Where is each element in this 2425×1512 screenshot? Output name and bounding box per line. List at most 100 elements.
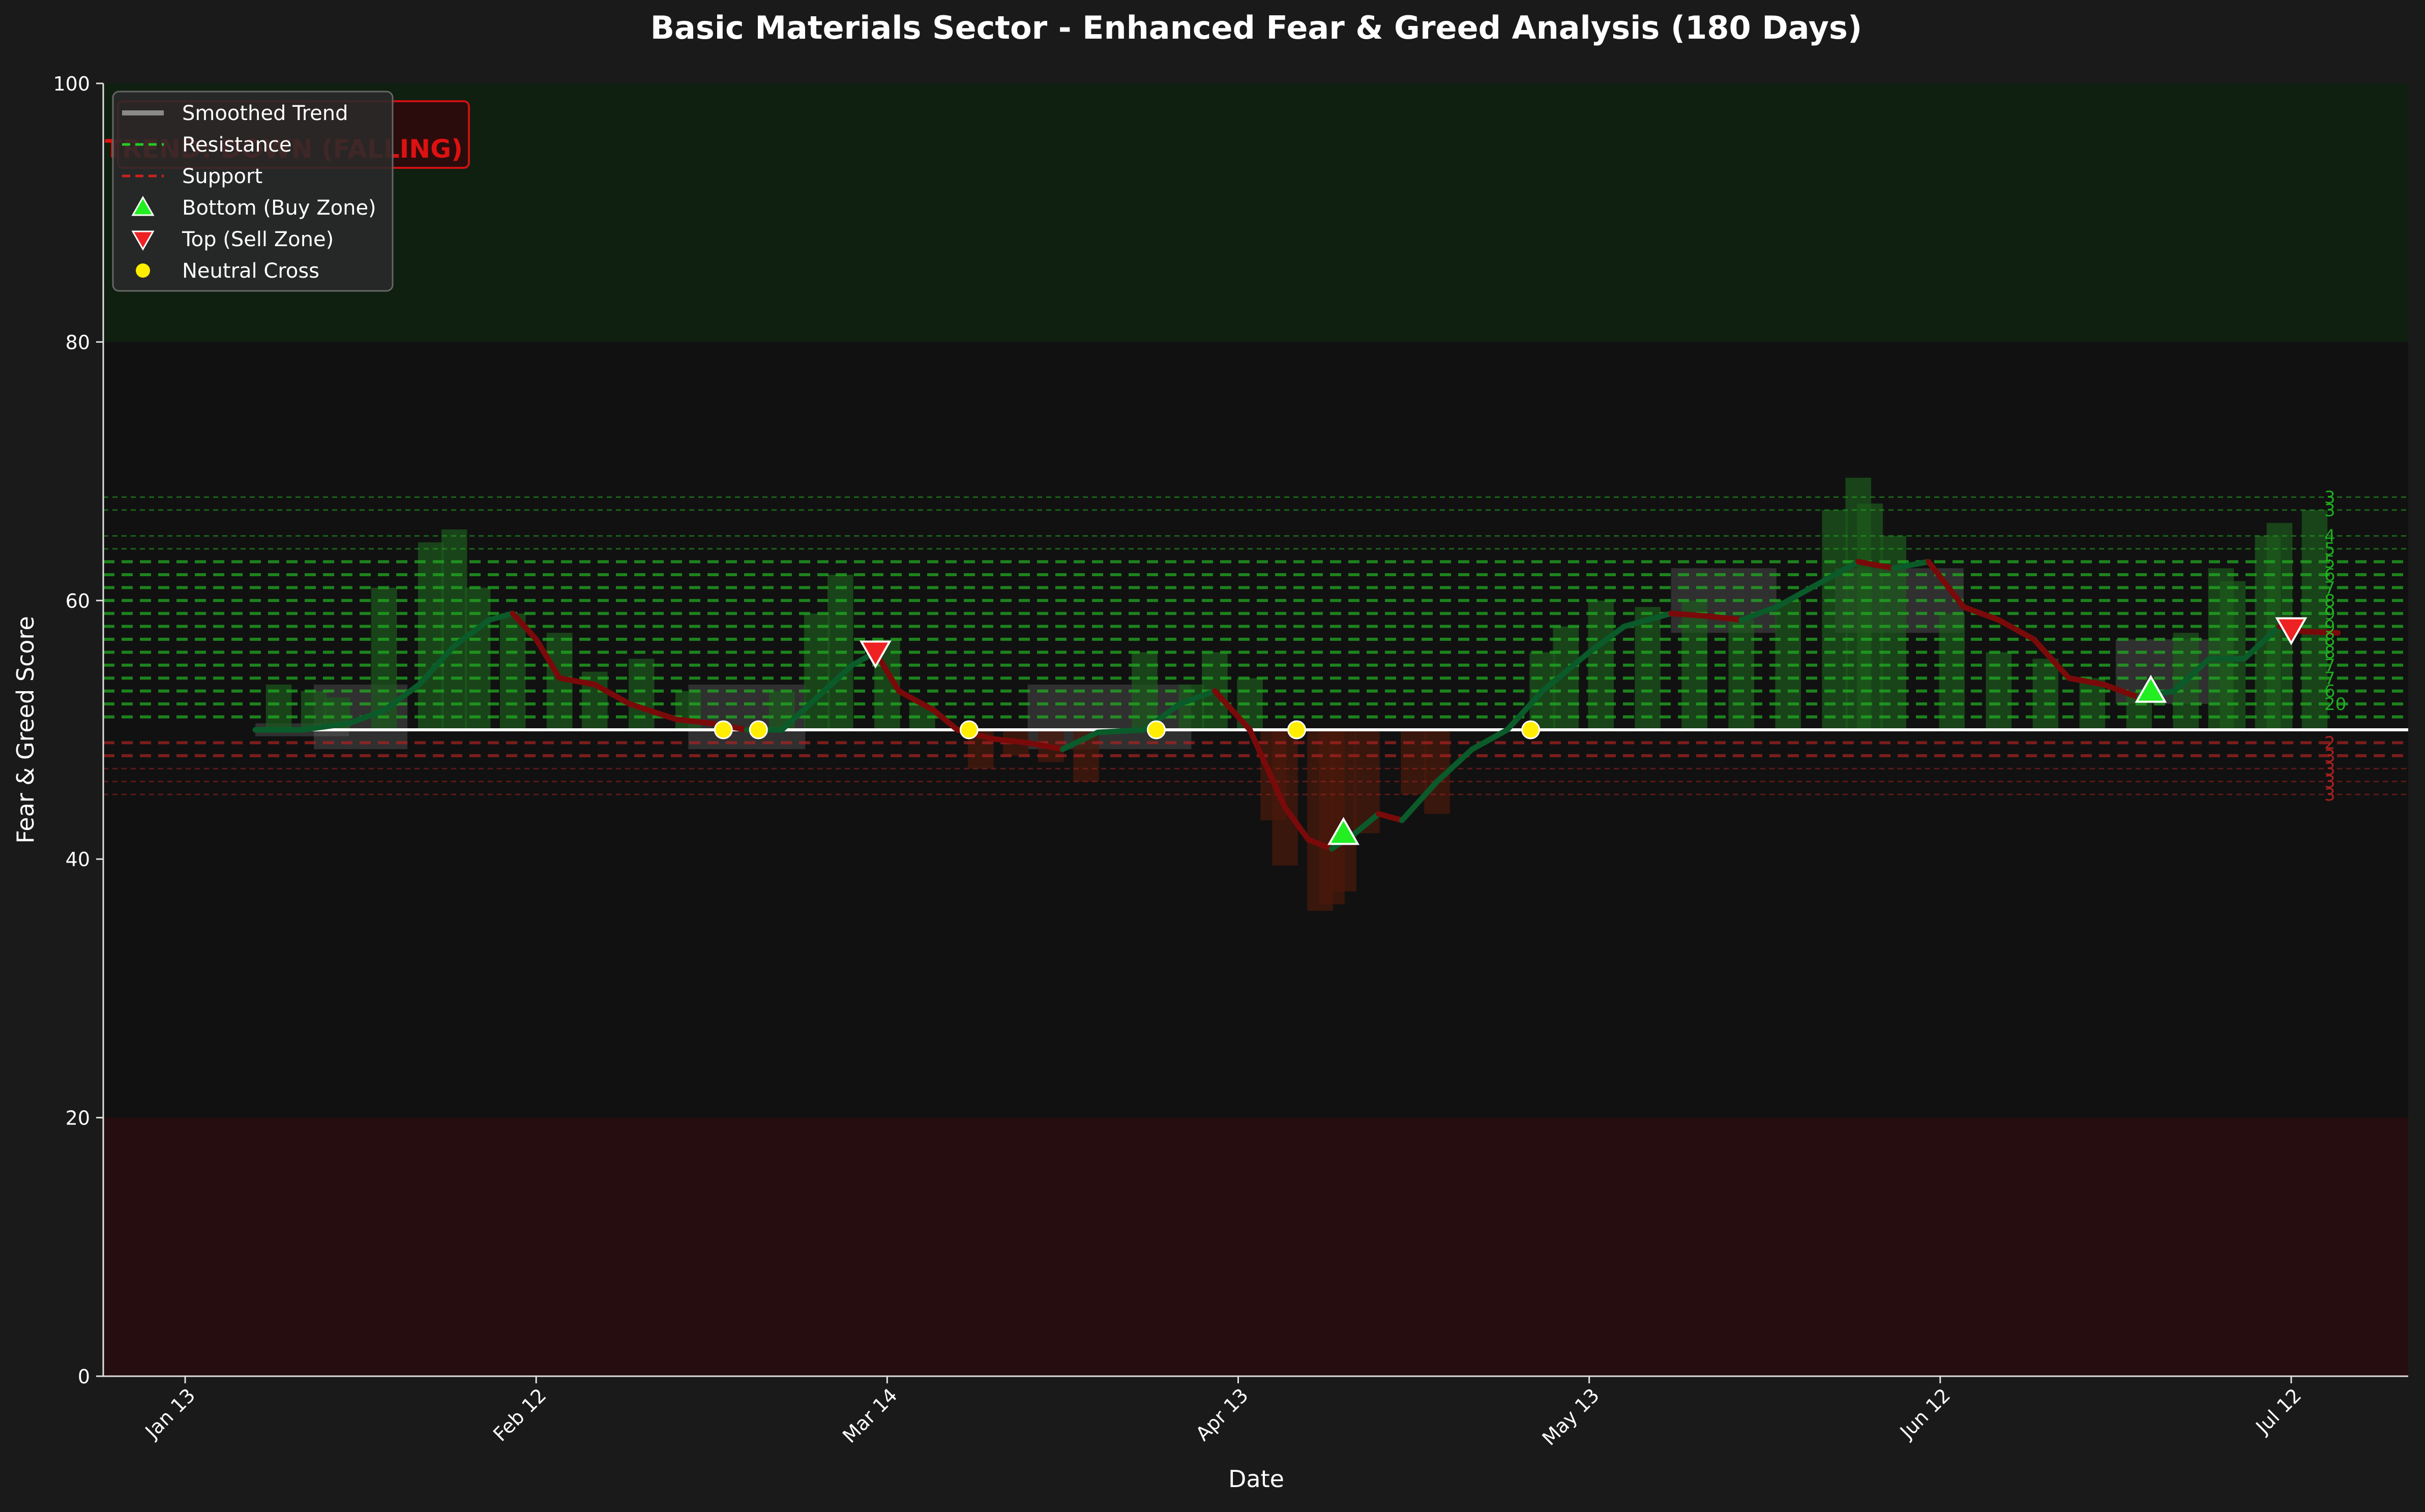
score-bar <box>464 587 491 730</box>
zone-fear <box>103 1117 2408 1376</box>
resistance-level-label: 7 <box>2324 578 2335 598</box>
resistance-level-label: 6 <box>2324 681 2335 702</box>
zone-greed <box>103 83 2408 342</box>
legend-label: Top (Sell Zone) <box>182 228 334 251</box>
resistance-level-label: 8 <box>2324 642 2335 663</box>
trend-segment <box>2066 675 2107 688</box>
trend-segment <box>1738 604 1780 623</box>
resistance-level-label: 6 <box>2324 565 2335 585</box>
trend-segment <box>2241 624 2283 662</box>
legend-frame <box>112 91 394 292</box>
trend-segment <box>779 694 820 733</box>
trend-segment <box>896 688 937 714</box>
resistance-level-label: 8 <box>2324 591 2335 611</box>
trend-segment <box>1926 559 1967 610</box>
top-marker <box>859 640 892 669</box>
y-ticks: 0 20 40 60 80 100 <box>53 73 103 1388</box>
trend-segment <box>1211 688 1253 733</box>
score-bar <box>628 659 655 730</box>
trend-segment <box>1282 805 1312 843</box>
score-bar <box>418 542 444 730</box>
score-bar <box>1272 730 1298 866</box>
y-tick-label: 0 <box>78 1366 90 1388</box>
resistance-level-label: 5 <box>2324 552 2335 573</box>
neutral-cross-marker <box>959 720 979 739</box>
trend-segment <box>814 662 855 700</box>
x-axis-label: Date <box>1228 1465 1284 1493</box>
trend-segment <box>627 701 679 723</box>
trend-segment <box>2300 629 2341 636</box>
y-tick-label: 80 <box>66 331 90 353</box>
markers-layer <box>714 617 2308 845</box>
y-axis-label: Fear & Greed Score <box>12 616 39 843</box>
neutral-cross-marker <box>1287 720 1307 739</box>
trend-segment <box>486 610 516 623</box>
trend-segment <box>533 636 563 681</box>
trend-segment <box>673 717 715 726</box>
score-bar <box>1822 510 1848 730</box>
trend-segment <box>1586 624 1628 655</box>
resistance-level-label: 20 <box>2324 694 2346 715</box>
bottom-marker <box>2135 674 2167 703</box>
trend-segment <box>381 681 422 714</box>
legend-label: Support <box>182 165 262 188</box>
trend-segment <box>1855 559 1897 571</box>
score-bar <box>1728 619 1755 730</box>
resistance-level-label: 9 <box>2324 617 2335 637</box>
score-bar <box>2032 659 2059 730</box>
score-bar <box>499 613 526 730</box>
trend-segment <box>1621 610 1674 630</box>
y-tick-label: 60 <box>66 590 90 612</box>
resistance-level-label: 5 <box>2324 539 2335 559</box>
trend-segment <box>346 707 387 726</box>
legend-entries: Smoothed Trend Resistance Support Bottom (B… <box>122 102 376 283</box>
trend-segment <box>1961 604 2002 623</box>
trend-segment <box>1352 811 1382 836</box>
trend-segment <box>1059 729 1101 752</box>
resistance-level-label: 8 <box>2324 630 2335 650</box>
resistance-level-label: 7 <box>2324 656 2335 676</box>
trend-segment <box>592 681 633 707</box>
score-bar <box>2301 510 2328 730</box>
trend-segment <box>451 617 492 649</box>
zones-layer <box>103 83 2408 1376</box>
resistance-level-label: 4 <box>2324 526 2335 547</box>
trend-segment <box>989 736 1030 746</box>
trend-segment <box>1504 688 1546 733</box>
support-level-label: 3 <box>2324 759 2335 779</box>
trend-segment <box>1703 613 1744 623</box>
trend-segment <box>1399 779 1440 823</box>
bottom-marker <box>1327 817 1359 845</box>
trend-segment <box>1540 649 1592 694</box>
trend-segment <box>1024 739 1066 752</box>
support-level-label: 2 <box>2324 733 2335 753</box>
score-bar <box>1939 613 1965 730</box>
trend-segment <box>931 707 960 733</box>
y-tick-label: 40 <box>66 848 90 871</box>
resistance-level-label: 3 <box>2324 500 2335 521</box>
trend-segment <box>416 643 457 688</box>
neutral-cross-marker <box>749 720 768 739</box>
trend-segment <box>1469 727 1511 752</box>
score-bar <box>804 613 830 730</box>
legend-label: Bottom (Buy Zone) <box>182 196 376 220</box>
score-bar <box>441 529 467 730</box>
trend-segment <box>1996 617 2037 642</box>
trend-segment <box>1434 746 1475 785</box>
trend-segment <box>2171 656 2212 694</box>
trend-segment <box>2101 681 2142 700</box>
score-bar <box>1857 503 1883 730</box>
support-level-label: 3 <box>2324 772 2335 792</box>
score-bar <box>2220 581 2246 730</box>
trend-segment <box>1890 559 1932 571</box>
trend-segment <box>1773 578 1826 610</box>
legend-label: Neutral Cross <box>182 259 319 283</box>
chart-title: Basic Materials Sector - Enhanced Fear &… <box>650 9 1862 46</box>
legend: Smoothed Trend Resistance Support Bottom (B… <box>112 91 394 292</box>
trend-segment <box>510 610 539 642</box>
trend-segment <box>1247 727 1288 811</box>
resistance-level-label: 7 <box>2324 668 2335 689</box>
